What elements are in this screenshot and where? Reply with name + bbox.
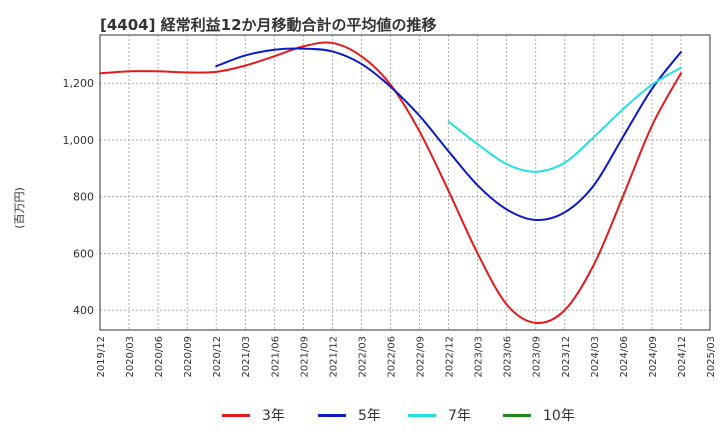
y-tick-label: 600 [73, 247, 94, 260]
chart-legend: 3年 5年 7年 10年 [0, 403, 720, 427]
legend-item: 5年 [318, 403, 381, 427]
x-tick-label: 2021/09 [299, 336, 310, 378]
y-tick-label: 1,200 [63, 77, 95, 90]
legend-label: 7年 [448, 408, 471, 424]
x-tick-label: 2021/03 [241, 336, 252, 378]
x-tick-label: 2021/06 [270, 336, 281, 378]
x-tick-label: 2020/03 [125, 336, 136, 378]
legend-item: 10年 [503, 403, 575, 427]
x-tick-label: 2022/12 [445, 336, 456, 378]
legend-swatch [318, 413, 346, 417]
x-tick-label: 2022/06 [386, 336, 397, 378]
x-tick-label: 2019/12 [96, 336, 107, 378]
x-tick-label: 2024/06 [619, 336, 630, 378]
x-tick-label: 2024/09 [648, 336, 659, 378]
legend-label: 3年 [262, 408, 285, 424]
x-tick-label: 2020/09 [183, 336, 194, 378]
x-tick-label: 2024/03 [590, 336, 601, 378]
series-line-3 [447, 66, 682, 173]
plot-frame [99, 34, 711, 331]
x-tick-label: 2023/09 [532, 336, 543, 378]
legend-swatch [222, 413, 250, 417]
legend-item: 3年 [222, 403, 285, 427]
x-tick-label: 2023/12 [561, 336, 572, 378]
legend-swatch [408, 413, 436, 417]
x-tick-label: 2021/12 [328, 336, 339, 378]
y-tick-label: 400 [73, 304, 94, 317]
x-tick-label: 2025/03 [706, 336, 717, 378]
legend-label: 5年 [358, 408, 381, 424]
legend-swatch [503, 413, 531, 417]
chart-title: [4404] 経常利益12か月移動合計の平均値の推移 [100, 16, 437, 34]
x-tick-label: 2022/03 [357, 336, 368, 378]
x-tick-label: 2022/09 [416, 336, 427, 378]
y-tick-label: 800 [73, 191, 94, 204]
legend-label: 10年 [543, 408, 575, 424]
x-tick-label: 2020/12 [212, 336, 223, 378]
x-tick-label: 2023/03 [474, 336, 485, 378]
legend-item: 7年 [408, 403, 471, 427]
x-tick-label: 2020/06 [154, 336, 165, 378]
y-tick-label: 1,000 [63, 134, 95, 147]
x-tick-label: 2023/06 [503, 336, 514, 378]
x-tick-label: 2024/12 [677, 336, 688, 378]
series-line-2 [215, 47, 682, 221]
